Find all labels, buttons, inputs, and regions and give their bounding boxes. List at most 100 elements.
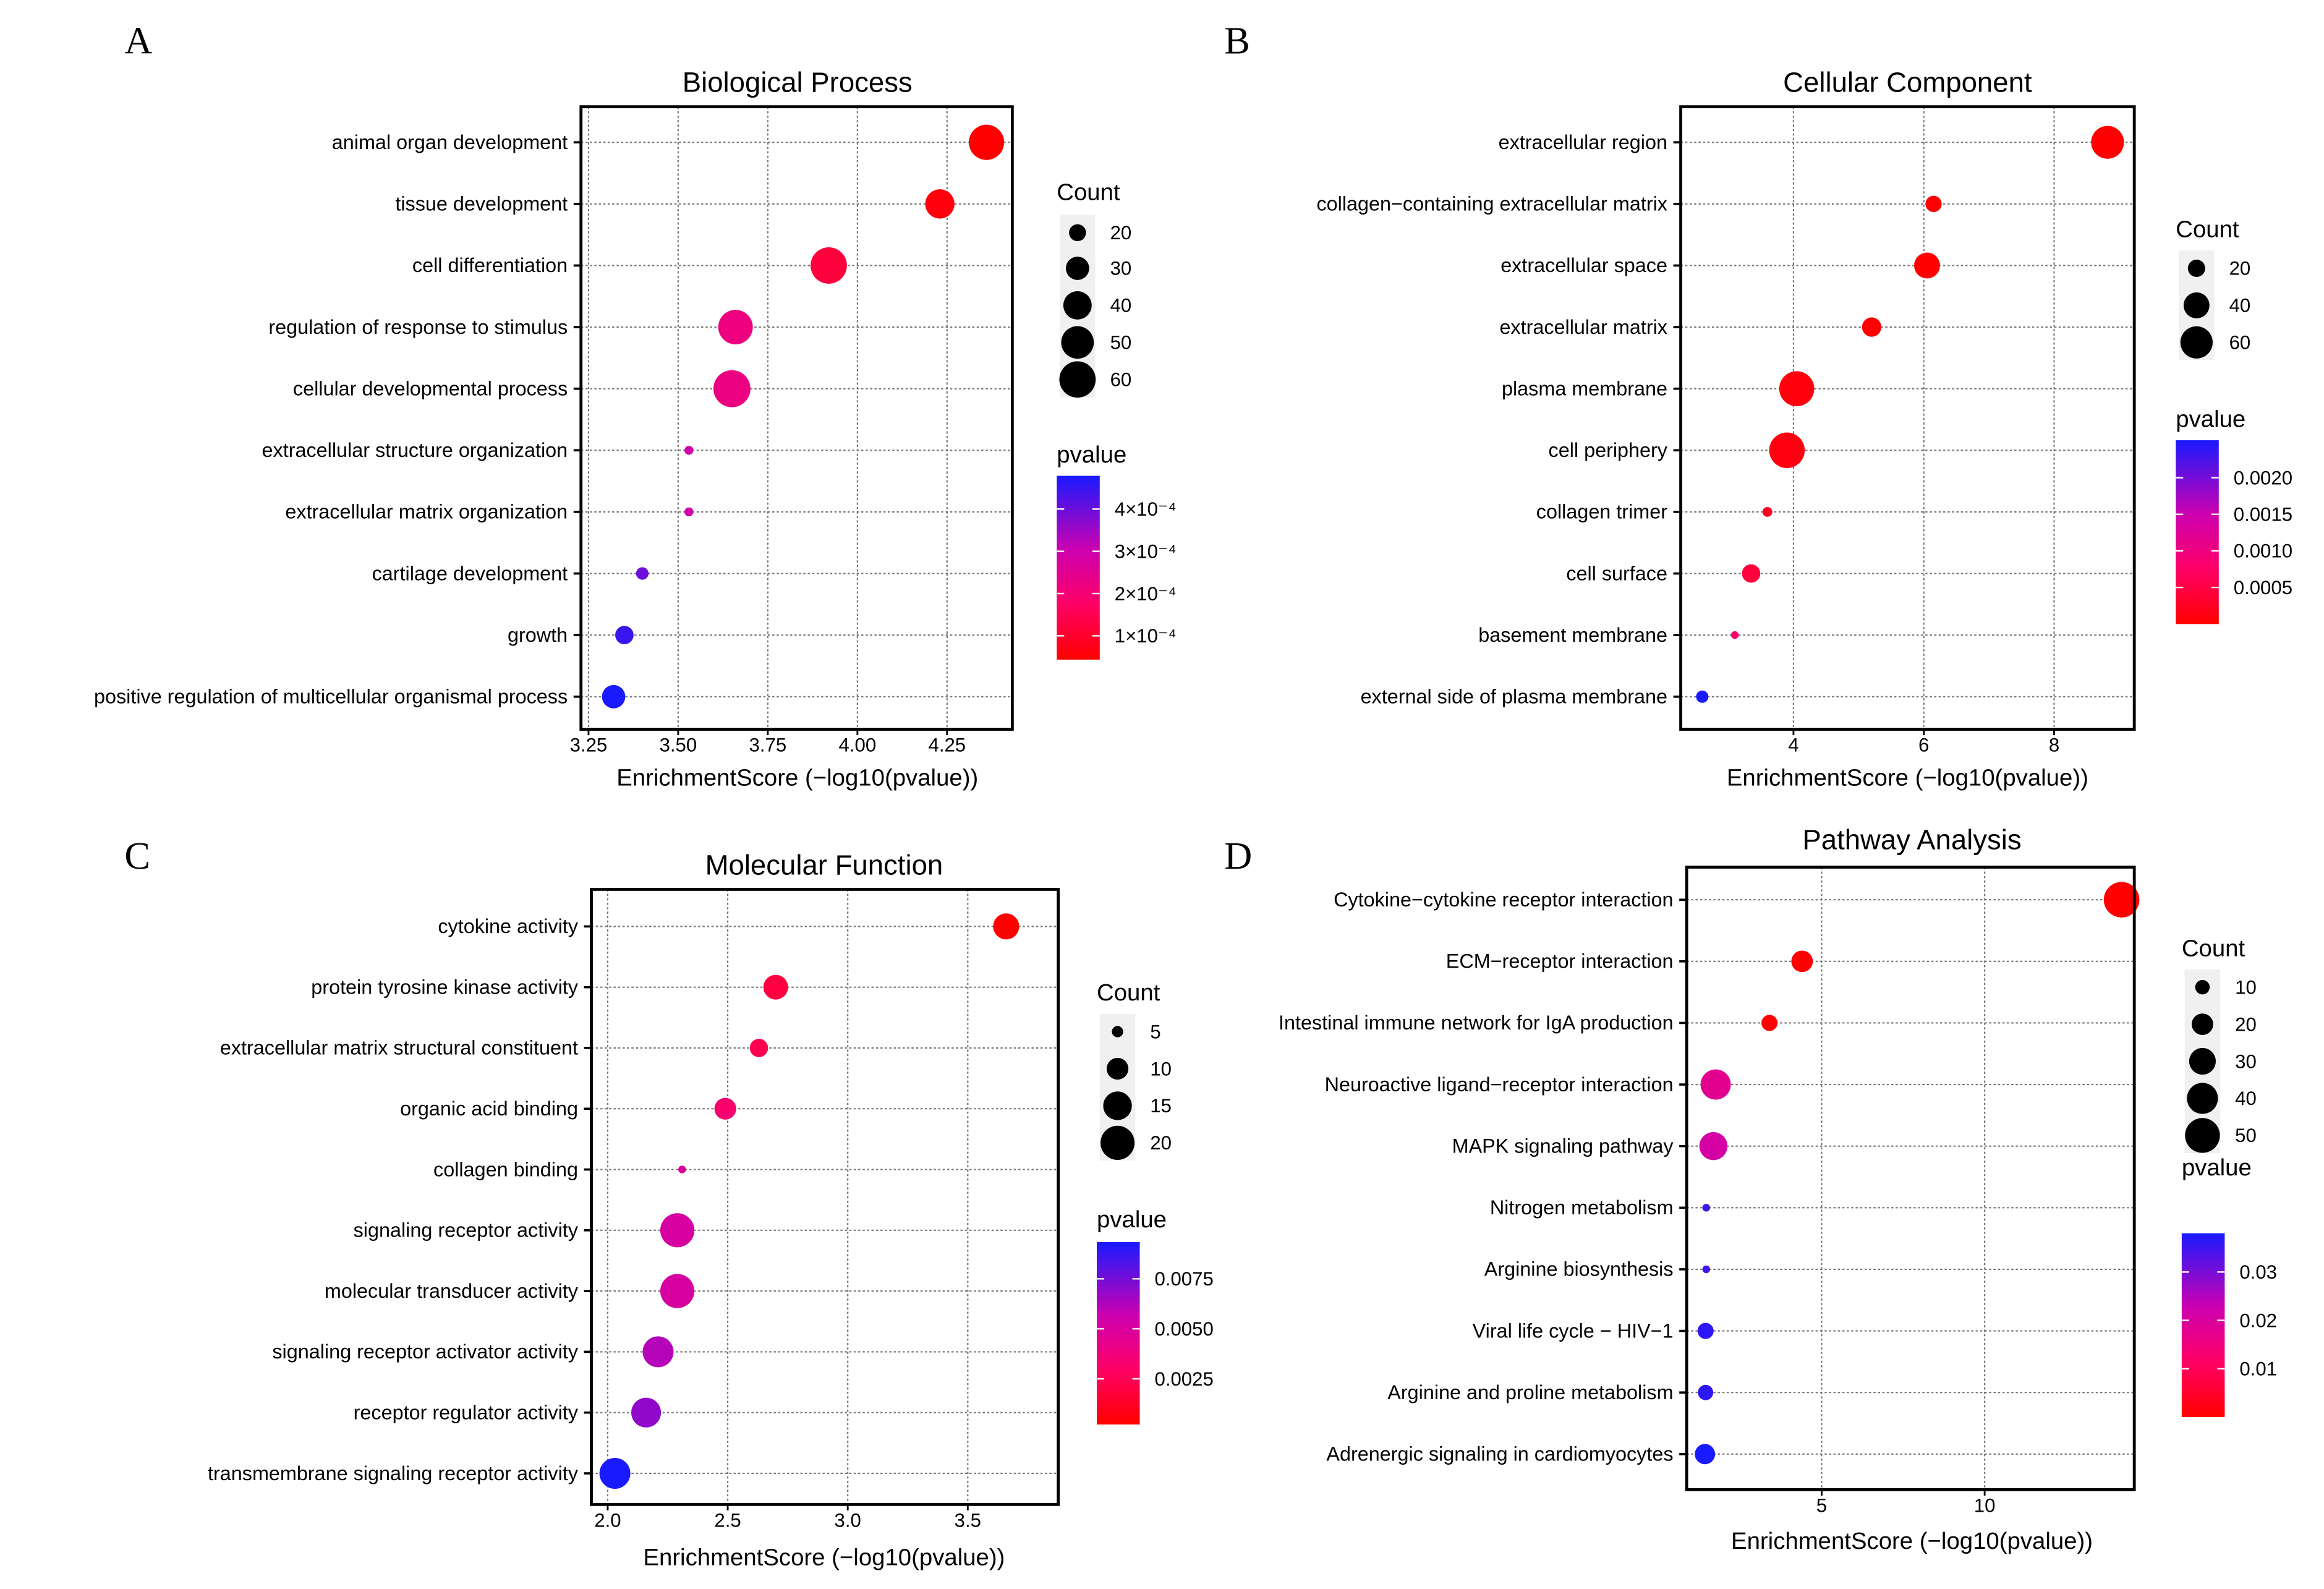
term-label: Arginine biosynthesis xyxy=(1484,1258,1674,1280)
size-legend-label: 60 xyxy=(2229,332,2251,354)
term-label: cellular developmental process xyxy=(293,377,568,399)
size-legend-label: 40 xyxy=(2229,295,2251,317)
size-legend-key xyxy=(1106,1057,1129,1080)
term-label: collagen binding xyxy=(433,1158,578,1180)
data-point xyxy=(1699,1131,1728,1161)
chart-title: Pathway Analysis xyxy=(1802,824,2021,856)
size-legend-key xyxy=(1069,224,1086,242)
term-label: growth xyxy=(508,624,568,646)
term-label: extracellular structure organization xyxy=(262,439,568,461)
data-point xyxy=(602,684,626,709)
size-legend: Count 20 30 40 50 60 xyxy=(1057,179,1131,398)
data-point xyxy=(713,370,751,407)
x-axis-label: EnrichmentScore (−log10(pvalue)) xyxy=(616,765,978,791)
term-label: collagen−containing extracellular matrix xyxy=(1316,193,1667,215)
size-legend-key xyxy=(2183,292,2210,318)
data-point xyxy=(599,1457,631,1489)
term-label: extracellular space xyxy=(1500,254,1667,276)
data-point xyxy=(1730,631,1739,639)
term-label: protein tyrosine kinase activity xyxy=(311,976,578,998)
size-legend-label: 50 xyxy=(1110,332,1132,354)
x-axis-label: EnrichmentScore (−log10(pvalue)) xyxy=(1731,1528,2093,1554)
color-legend-title: pvalue xyxy=(1057,441,1126,468)
color-legend-label: 1×10⁻⁴ xyxy=(1115,625,1177,647)
size-legend: Count 10 20 30 40 50 xyxy=(2182,935,2257,1154)
chart-title: Cellular Component xyxy=(1783,67,2032,98)
data-point xyxy=(615,626,634,645)
data-point xyxy=(678,1165,686,1174)
data-point xyxy=(1769,432,1805,469)
term-label: basement membrane xyxy=(1478,624,1667,646)
color-legend: pvalue 0.03 0.02 0.01 xyxy=(2181,1154,2277,1417)
data-point xyxy=(749,1039,768,1057)
plot-frame xyxy=(590,888,1060,1506)
x-tick-label: 3.50 xyxy=(660,734,697,756)
size-legend-title: Count xyxy=(2182,935,2245,961)
size-legend-key xyxy=(2195,979,2210,995)
color-legend-label: 0.01 xyxy=(2239,1358,2277,1379)
data-point xyxy=(811,247,847,284)
size-legend-key xyxy=(1063,291,1092,320)
size-legend-title: Count xyxy=(1097,979,1160,1006)
color-bar xyxy=(1057,475,1100,660)
size-legend-key xyxy=(1059,361,1096,398)
color-legend-title: pvalue xyxy=(2176,406,2245,432)
data-point xyxy=(1702,1204,1711,1212)
size-legend-title: Count xyxy=(1057,179,1120,206)
data-point xyxy=(993,913,1019,940)
plot-frame xyxy=(1679,105,2136,731)
color-legend-title: pvalue xyxy=(1097,1206,1167,1233)
term-label: Cytokine−cytokine receptor interaction xyxy=(1334,888,1674,911)
x-axis-label: EnrichmentScore (−log10(pvalue)) xyxy=(1727,765,2088,791)
term-label: extracellular region xyxy=(1499,131,1667,153)
panel-c: C Molecular Function 2.0 2.5 3.0 3.5 cytokine … xyxy=(124,835,1213,1571)
term-label: Neuroactive ligand−receptor interaction xyxy=(1325,1073,1674,1096)
data-point xyxy=(925,189,955,219)
x-tick-label: 2.0 xyxy=(594,1509,621,1531)
color-legend-label: 3×10⁻⁴ xyxy=(1115,540,1177,562)
size-legend-label: 30 xyxy=(2235,1050,2257,1072)
term-label: cartilage development xyxy=(372,562,568,584)
color-legend-label: 0.0025 xyxy=(1155,1368,1214,1390)
x-tick-label: 4.00 xyxy=(839,734,877,756)
size-legend: Count 5 10 15 20 xyxy=(1097,979,1172,1161)
data-point xyxy=(660,1274,695,1308)
panel-letter: B xyxy=(1224,19,1250,62)
term-label: Intestinal immune network for IgA produc… xyxy=(1279,1012,1674,1034)
data-point xyxy=(660,1213,695,1248)
term-label: tissue development xyxy=(395,193,568,215)
data-point xyxy=(1791,950,1813,973)
size-legend-key xyxy=(1065,257,1089,280)
color-legend-label: 0.0020 xyxy=(2234,467,2292,488)
size-legend-label: 20 xyxy=(2229,258,2251,279)
color-legend-label: 0.0010 xyxy=(2234,540,2292,562)
size-legend-label: 20 xyxy=(1150,1132,1172,1154)
size-legend-key xyxy=(1112,1026,1123,1037)
size-legend-key xyxy=(1100,1125,1135,1160)
data-point xyxy=(1698,1384,1714,1400)
size-legend-label: 50 xyxy=(2235,1125,2257,1146)
size-legend-label: 10 xyxy=(1150,1058,1172,1080)
color-legend-label: 0.0005 xyxy=(2234,577,2292,599)
x-tick-label: 3.75 xyxy=(749,734,787,756)
color-bar xyxy=(1097,1242,1140,1425)
size-legend-key xyxy=(2180,326,2213,359)
x-tick-label: 10 xyxy=(1974,1494,1996,1516)
term-label: extracellular matrix xyxy=(1499,316,1667,338)
term-label: external side of plasma membrane xyxy=(1361,686,1667,708)
data-point xyxy=(1779,371,1815,407)
data-point xyxy=(1761,1015,1778,1031)
color-legend: pvalue 0.0020 0.0015 0.0010 0.0005 xyxy=(2176,406,2292,624)
size-legend-key xyxy=(1061,326,1094,359)
term-label: transmembrane signaling receptor activit… xyxy=(208,1462,579,1485)
data-point xyxy=(714,1097,736,1120)
term-label: regulation of response to stimulus xyxy=(268,316,568,338)
data-point xyxy=(2091,126,2124,159)
x-tick-label: 3.25 xyxy=(570,734,608,756)
color-legend: pvalue 4×10⁻⁴ 3×10⁻⁴ 2×10⁻⁴ 1×10⁻⁴ xyxy=(1057,441,1177,660)
color-legend-label: 0.0050 xyxy=(1155,1318,1214,1340)
data-point xyxy=(1914,252,1940,279)
color-bar xyxy=(2176,440,2219,624)
plot-frame xyxy=(1685,866,2136,1491)
term-label: signaling receptor activity xyxy=(354,1219,579,1242)
